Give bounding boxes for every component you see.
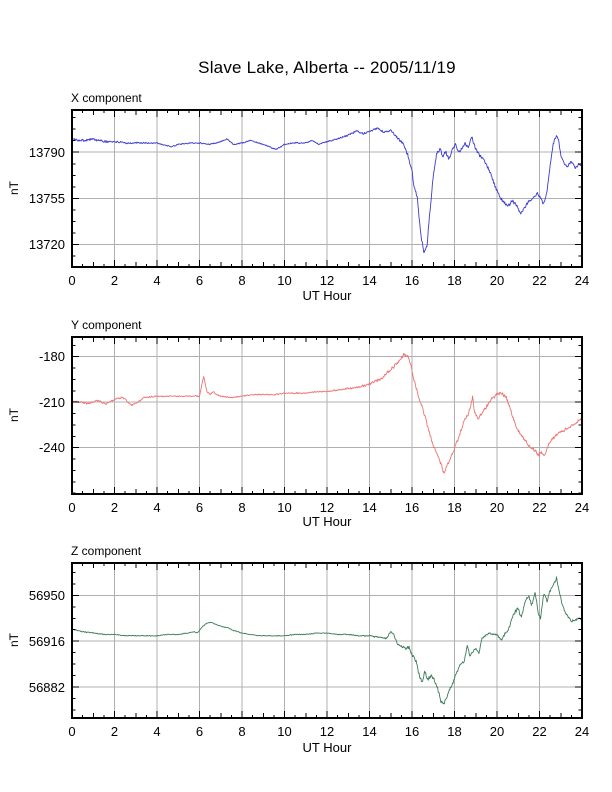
plot-frame	[71, 562, 583, 719]
x-tick-label: 0	[68, 500, 76, 515]
x-tick-label: 2	[110, 273, 119, 288]
x-component-plot	[71, 109, 583, 268]
y-tick-label: 13755	[28, 190, 65, 206]
y-tick-label: -180	[38, 349, 65, 365]
x-tick-label: 22	[532, 500, 547, 515]
x-tick-label: 22	[532, 273, 547, 288]
x-tick-label: 18	[447, 500, 462, 515]
x-component-line	[72, 127, 582, 254]
x-tick-label: 4	[153, 724, 161, 739]
x-tick-label: 24	[574, 500, 590, 515]
y-tick-label: 56916	[28, 633, 65, 649]
plot-frame	[71, 336, 583, 495]
x-tick-label: 2	[110, 500, 119, 515]
x-tick-label: 0	[68, 724, 76, 739]
x-tick-label: 10	[277, 273, 292, 288]
x-plot-xaxis-label: UT Hour	[302, 288, 352, 303]
y-tick-label: -240	[38, 440, 65, 456]
x-tick-label: 12	[319, 724, 335, 739]
x-tick-label: 24	[574, 724, 590, 739]
y-component-plot	[71, 336, 583, 495]
x-tick-label: 18	[447, 724, 462, 739]
x-tick-label: 12	[319, 500, 335, 515]
z-component-plot	[71, 562, 583, 719]
x-tick-label: 0	[68, 273, 76, 288]
x-tick-label: 22	[532, 724, 547, 739]
x-tick-label: 20	[489, 273, 505, 288]
x-tick-label: 14	[362, 724, 377, 739]
y-component-line	[72, 353, 582, 474]
x-tick-label: 6	[195, 724, 204, 739]
x-tick-label: 6	[195, 500, 204, 515]
x-tick-label: 4	[153, 500, 161, 515]
x-tick-label: 6	[195, 273, 204, 288]
y-tick-label: -210	[38, 394, 65, 410]
x-tick-label: 10	[277, 500, 292, 515]
x-tick-label: 8	[238, 273, 246, 288]
x-tick-label: 16	[404, 273, 420, 288]
x-tick-label: 20	[489, 724, 505, 739]
x-tick-label: 4	[153, 273, 161, 288]
x-tick-label: 8	[238, 500, 246, 515]
y-tick-label: 56882	[28, 679, 65, 695]
y-tick-label: 13790	[28, 144, 65, 160]
y-component-label: Y component	[71, 318, 142, 332]
y-plot-xaxis-label: UT Hour	[302, 514, 352, 529]
x-tick-label: 16	[404, 724, 420, 739]
x-tick-label: 8	[238, 724, 246, 739]
x-tick-label: 2	[110, 724, 119, 739]
x-tick-label: 12	[319, 273, 335, 288]
z-component-line	[72, 576, 582, 705]
x-tick-label: 18	[447, 273, 462, 288]
x-component-label: X component	[71, 91, 142, 105]
x-tick-label: 14	[362, 500, 377, 515]
y-tick-label: 56950	[28, 587, 65, 603]
z-component-label: Z component	[71, 544, 142, 558]
x-tick-label: 10	[277, 724, 292, 739]
z-plot-xaxis-label: UT Hour	[302, 740, 352, 755]
x-tick-label: 14	[362, 273, 377, 288]
x-tick-label: 20	[489, 500, 505, 515]
x-tick-label: 16	[404, 500, 420, 515]
x-tick-label: 24	[574, 273, 590, 288]
y-tick-label: 13720	[28, 237, 65, 253]
plot-frame	[71, 109, 583, 268]
page-title: Slave Lake, Alberta -- 2005/11/19	[198, 58, 456, 77]
